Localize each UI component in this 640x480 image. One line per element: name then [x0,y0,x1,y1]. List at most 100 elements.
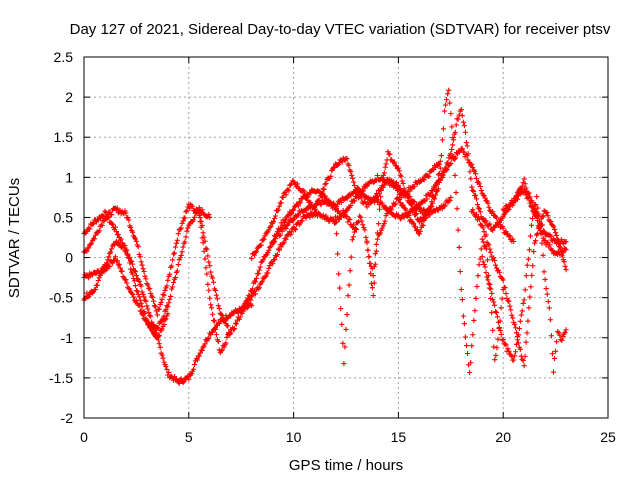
data-point [523,339,529,345]
data-point [130,294,137,300]
data-point [276,233,282,239]
data-point [427,208,433,214]
data-point [147,286,153,292]
data-point [117,265,123,271]
data-point [373,241,379,247]
data-point [163,307,169,313]
data-point [173,240,180,246]
data-point [355,186,361,192]
data-point [471,317,477,324]
data-point [294,181,301,187]
data-point [523,273,529,279]
data-point [169,263,175,269]
data-point [442,203,448,209]
data-point [267,244,273,251]
data-point [406,212,412,218]
data-point [399,178,405,184]
data-point [141,268,147,275]
data-point [313,202,320,208]
data-point [88,241,94,247]
data-point [524,262,530,268]
data-point [459,145,465,152]
x-tick-label: 5 [185,429,193,445]
data-point [323,180,329,187]
data-point [268,223,274,229]
data-point [206,259,212,265]
data-point [194,357,200,363]
data-point [174,268,180,274]
y-tick-label: -1 [61,330,74,346]
data-point [162,287,168,293]
data-point [379,178,386,184]
data-point [175,261,181,268]
data-point [473,295,479,302]
data-point [223,340,229,346]
data-point [474,283,480,290]
data-point [318,193,324,199]
data-point [469,343,475,349]
data-point [522,181,528,187]
data-point [464,143,470,149]
data-point [553,348,559,354]
data-point [355,219,362,225]
data-point [545,298,551,305]
data-point [155,333,161,339]
data-point [150,298,157,304]
data-point [448,151,454,157]
data-point [304,194,310,201]
data-point [128,224,134,231]
data-point [303,194,309,200]
data-point [347,268,353,274]
data-point [493,352,499,359]
data-point [142,310,148,317]
data-point [131,278,138,284]
data-point [477,183,483,190]
data-point [283,217,289,223]
data-point [481,193,487,199]
data-point [87,292,93,298]
data-point [495,319,502,325]
data-point [196,353,202,359]
data-point [528,284,534,290]
data-point [540,252,546,258]
data-point [179,220,185,226]
data-point [372,261,378,267]
data-point [252,279,259,285]
data-point [174,237,180,243]
data-point [488,249,494,255]
data-point [558,336,564,343]
data-point [478,187,484,194]
data-point [145,306,151,312]
data-point [383,213,389,219]
data-point [526,305,532,311]
data-point [471,188,477,195]
data-point [546,305,552,311]
data-point [400,202,406,208]
data-point [542,276,548,283]
data-point [562,329,568,336]
data-point [502,206,508,213]
data-point [250,292,256,298]
data-point [342,344,348,350]
data-point [403,192,409,198]
data-point [179,249,185,255]
data-point [197,215,203,221]
data-point [263,273,269,279]
data-point [498,305,504,311]
data-point [99,270,105,276]
data-point [518,186,524,192]
data-point [450,137,457,143]
data-point [190,366,197,372]
data-point [237,314,243,320]
data-point [518,312,524,318]
data-point [291,225,298,232]
data-point [482,195,488,201]
data-point [317,201,323,207]
data-point [525,191,531,197]
data-point [552,226,558,233]
data-point [123,277,129,283]
data-point [161,292,167,298]
data-point [458,106,464,113]
data-point [132,283,139,289]
data-point [271,256,278,263]
